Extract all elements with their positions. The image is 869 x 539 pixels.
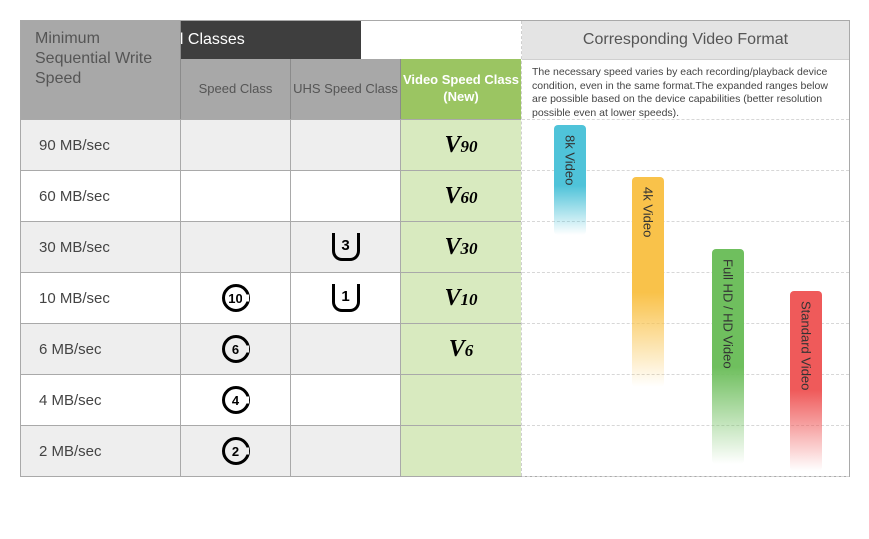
uhs-cell bbox=[291, 426, 401, 476]
speed-class-chart: Minimum Sequential Write Speed Speed Cla… bbox=[20, 20, 850, 477]
uhs-icon: 3 bbox=[332, 233, 360, 261]
header-row-2: Speed Class UHS Speed Class Video Speed … bbox=[181, 59, 521, 119]
speed-cell: 10 MB/sec bbox=[21, 273, 181, 323]
bar-label: Standard Video bbox=[799, 301, 814, 390]
table-row: 90 MB/sec V90 bbox=[21, 119, 521, 170]
hdr-video-speed-class: Video Speed Class (New) bbox=[401, 59, 521, 119]
uhs-icon: 1 bbox=[332, 284, 360, 312]
uhs-cell: 1 bbox=[291, 273, 401, 323]
hdr-speed-class: Speed Class bbox=[181, 59, 291, 119]
bar-label: 8k Video bbox=[563, 135, 578, 185]
vsc-label: V10 bbox=[444, 285, 477, 312]
header-row-1: Minimum Sequential Write Speed Speed Cla… bbox=[21, 21, 521, 59]
speed-cell: 30 MB/sec bbox=[21, 222, 181, 272]
table-row: 30 MB/sec 3 V30 bbox=[21, 221, 521, 272]
vsc-label: V30 bbox=[444, 234, 477, 261]
video-speed-class-cell: V90 bbox=[401, 120, 521, 170]
table-row: 10 MB/sec 10 1 V10 bbox=[21, 272, 521, 323]
table-row: 6 MB/sec 6 V6 bbox=[21, 323, 521, 374]
speed-class-cell bbox=[181, 222, 291, 272]
speed-cell: 2 MB/sec bbox=[21, 426, 181, 476]
uhs-cell bbox=[291, 120, 401, 170]
uhs-cell bbox=[291, 375, 401, 425]
video-speed-class-cell bbox=[401, 426, 521, 476]
speed-class-cell: 2 bbox=[181, 426, 291, 476]
speed-cell: 60 MB/sec bbox=[21, 171, 181, 221]
table-row: 60 MB/sec V60 bbox=[21, 170, 521, 221]
video-format-bar: Standard Video bbox=[790, 291, 822, 471]
vsc-label: V60 bbox=[444, 183, 477, 210]
class-icon: 2 bbox=[222, 437, 250, 465]
speed-class-cell bbox=[181, 171, 291, 221]
speed-class-cell bbox=[181, 120, 291, 170]
uhs-cell bbox=[291, 171, 401, 221]
table-row: 2 MB/sec 2 bbox=[21, 425, 521, 476]
speed-cell: 6 MB/sec bbox=[21, 324, 181, 374]
vsc-label: V90 bbox=[444, 132, 477, 159]
video-format-bar: 4k Video bbox=[632, 177, 664, 387]
video-format-bar: Full HD / HD Video bbox=[712, 249, 744, 464]
video-speed-class-cell: V6 bbox=[401, 324, 521, 374]
video-format-bars: 8k Video 4k Video Full HD / HD Video Standa… bbox=[522, 119, 849, 476]
data-rows: 90 MB/sec V90 60 MB/sec V60 30 MB/sec 3 V30 10 … bbox=[21, 119, 521, 476]
uhs-cell: 3 bbox=[291, 222, 401, 272]
video-speed-class-cell: V30 bbox=[401, 222, 521, 272]
speed-class-cell: 10 bbox=[181, 273, 291, 323]
uhs-cell bbox=[291, 324, 401, 374]
class-icon: 4 bbox=[222, 386, 250, 414]
table-row: 4 MB/sec 4 bbox=[21, 374, 521, 425]
class-icon: 10 bbox=[222, 284, 250, 312]
right-block: Corresponding Video Format The necessary… bbox=[521, 21, 849, 476]
video-speed-class-cell: V10 bbox=[401, 273, 521, 323]
vsc-label: V6 bbox=[449, 336, 474, 363]
video-speed-class-cell bbox=[401, 375, 521, 425]
left-block: Minimum Sequential Write Speed Speed Cla… bbox=[21, 21, 521, 476]
hdr-min-write-speed: Minimum Sequential Write Speed bbox=[21, 21, 181, 119]
speed-cell: 90 MB/sec bbox=[21, 120, 181, 170]
format-note: The necessary speed varies by each recor… bbox=[522, 59, 849, 119]
speed-class-cell: 4 bbox=[181, 375, 291, 425]
bar-label: 4k Video bbox=[641, 187, 656, 237]
video-speed-class-cell: V60 bbox=[401, 171, 521, 221]
bar-label: Full HD / HD Video bbox=[721, 259, 736, 369]
hdr-corresponding: Corresponding Video Format bbox=[522, 21, 849, 59]
speed-cell: 4 MB/sec bbox=[21, 375, 181, 425]
hdr-uhs-speed-class: UHS Speed Class bbox=[291, 59, 401, 119]
speed-class-cell: 6 bbox=[181, 324, 291, 374]
video-format-bar: 8k Video bbox=[554, 125, 586, 235]
class-icon: 6 bbox=[222, 335, 250, 363]
